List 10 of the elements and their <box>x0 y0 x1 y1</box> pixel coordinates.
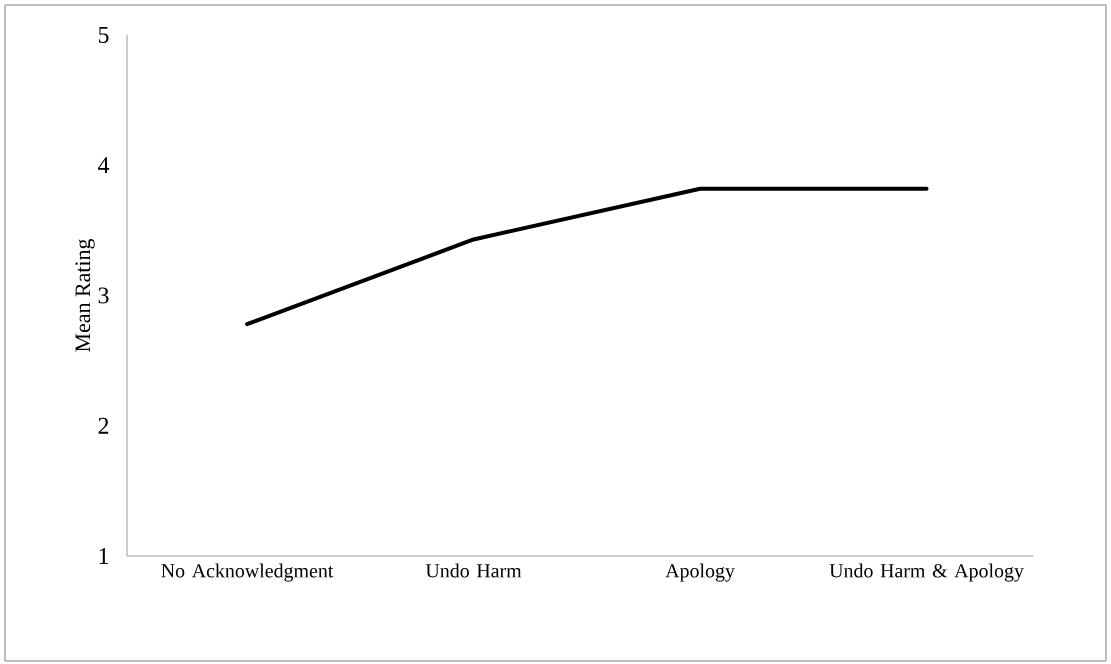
y-axis-title: Mean Rating <box>75 238 95 352</box>
x-tick-label: Undo Harm <box>425 563 522 578</box>
x-tick-label: Apology <box>665 563 735 582</box>
x-tick-label: Undo Harm & Apology <box>829 563 1024 582</box>
y-tick-label: 5 <box>98 27 109 43</box>
y-tick-label: 1 <box>99 548 109 564</box>
y-tick-label: 2 <box>98 417 109 434</box>
y-tick-label: 4 <box>98 157 110 174</box>
x-tick-label: No Acknowledgment <box>161 563 334 582</box>
y-tick-label: 3 <box>98 287 109 304</box>
